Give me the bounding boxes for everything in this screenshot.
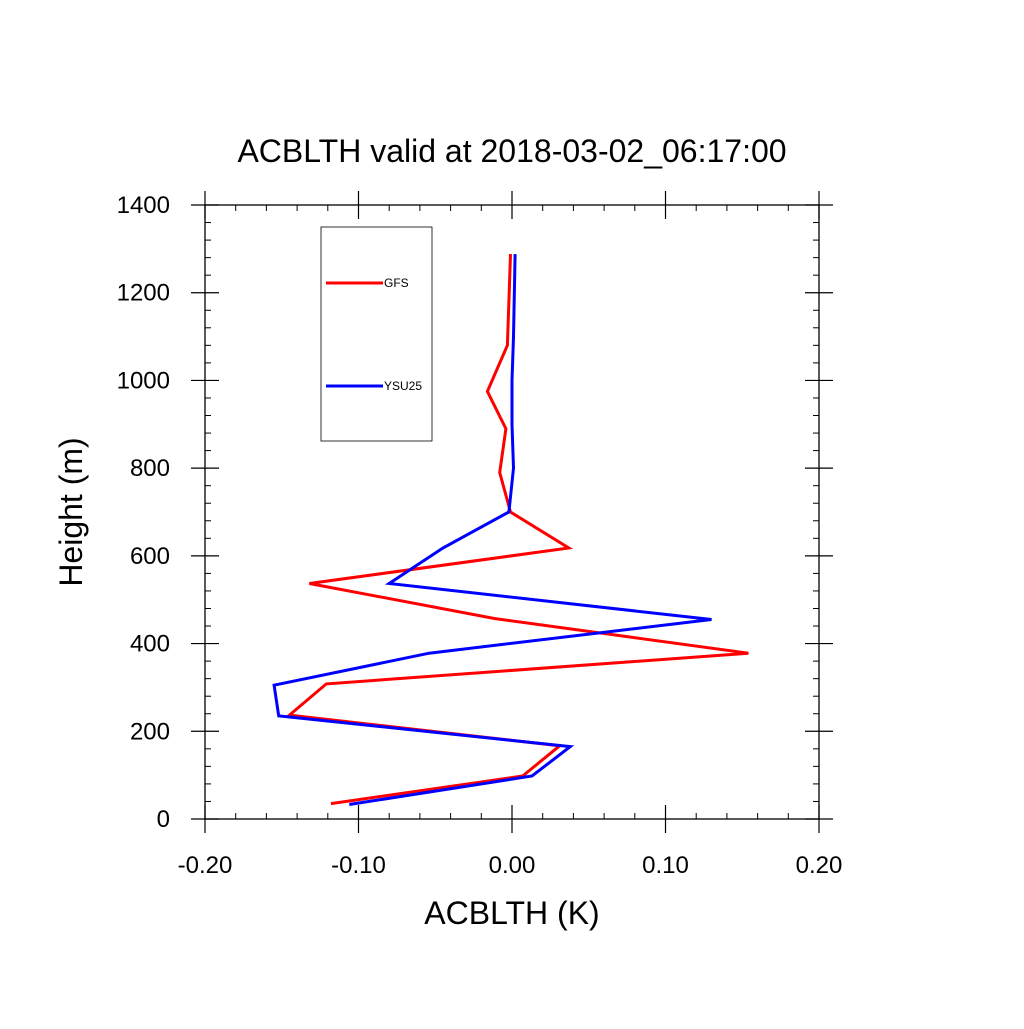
x-tick-label: 0.00	[489, 852, 536, 879]
x-tick-label: 0.20	[796, 852, 843, 879]
legend: GFS YSU25	[320, 226, 433, 442]
y-tick-label: 0	[157, 806, 170, 833]
legend-label-ysu25: YSU25	[384, 379, 422, 393]
x-tick-label: 0.10	[642, 852, 689, 879]
y-tick-label: 600	[130, 543, 170, 570]
series-layer	[272, 254, 749, 806]
y-tick-label: 1200	[117, 280, 170, 307]
plot-frame	[204, 204, 820, 820]
x-tick-label: -0.20	[178, 852, 233, 879]
x-axis-label: ACBLTH (K)	[424, 895, 599, 931]
legend-box	[320, 226, 433, 442]
y-tick-label: 800	[130, 455, 170, 482]
chart-title: ACBLTH valid at 2018-03-02_06:17:00	[237, 133, 786, 169]
minor-ticks	[205, 205, 819, 819]
legend-label-gfs: GFS	[384, 276, 409, 290]
major-ticks: -0.20 -0.10 0.00 0.10 0.20 0 200 400 600 800 1000 1…	[117, 191, 843, 879]
y-tick-label: 1400	[117, 192, 170, 219]
x-tick-label: -0.10	[331, 852, 386, 879]
y-tick-label: 200	[130, 718, 170, 745]
y-tick-label: 400	[130, 631, 170, 658]
y-tick-label: 1000	[117, 367, 170, 394]
series-line-gfs	[285, 254, 749, 806]
y-axis-label: Height (m)	[53, 437, 89, 586]
series-line-ysu25	[272, 254, 712, 806]
